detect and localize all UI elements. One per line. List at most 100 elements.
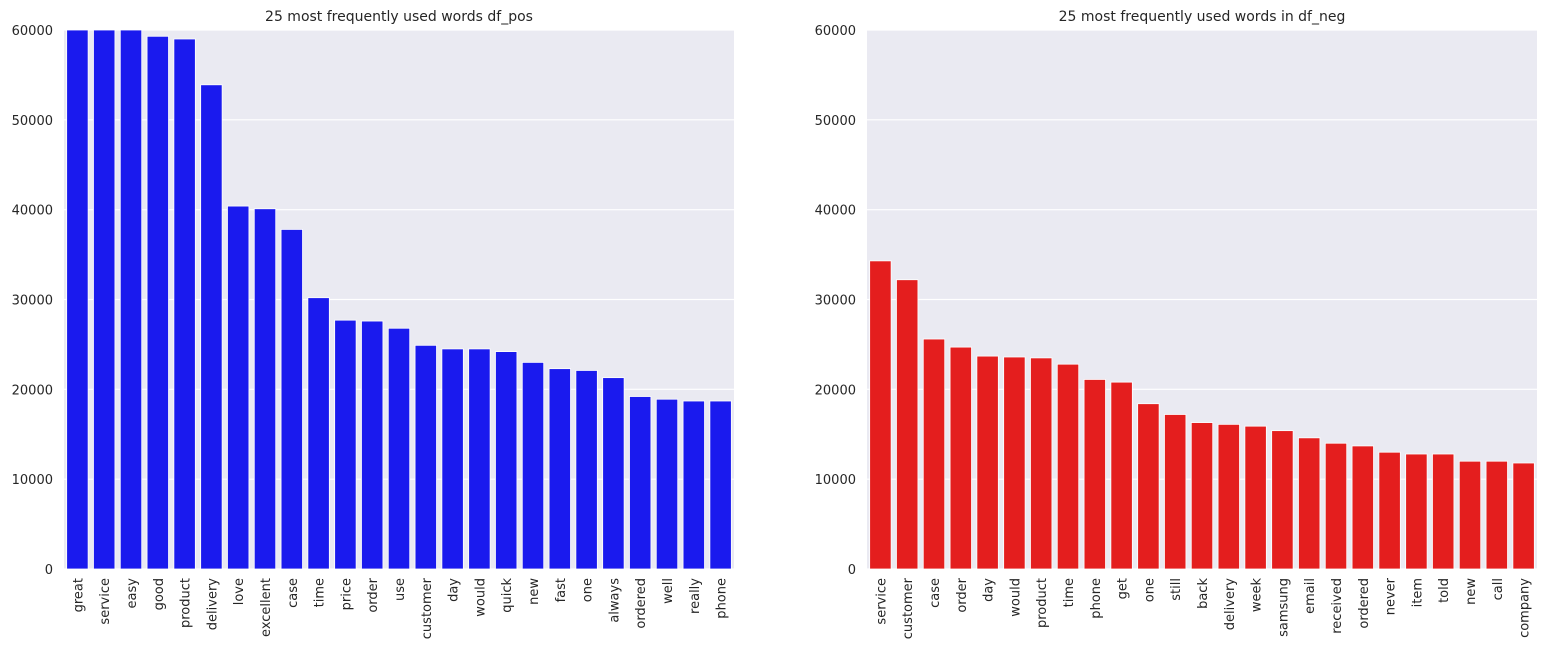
bar-day bbox=[441, 348, 464, 570]
y-tick-label: 30000 bbox=[12, 294, 53, 309]
bar-one bbox=[575, 370, 598, 570]
y-tick-label: 10000 bbox=[12, 473, 53, 488]
x-tick-label: call bbox=[1491, 578, 1506, 600]
bar-quick bbox=[495, 351, 518, 570]
bar-time bbox=[307, 297, 330, 570]
x-tick-label: fast bbox=[554, 578, 569, 602]
x-tick-label: great bbox=[71, 578, 86, 612]
x-tick-label: customer bbox=[420, 577, 435, 639]
x-tick-label: really bbox=[688, 578, 703, 614]
bar-new bbox=[521, 361, 545, 570]
x-tick-label: quick bbox=[500, 578, 515, 613]
bar-customer bbox=[896, 279, 919, 570]
bar-received bbox=[1324, 442, 1348, 570]
x-tick-label: order bbox=[955, 577, 970, 612]
bar-back bbox=[1190, 422, 1214, 570]
x-tick-label: order bbox=[366, 577, 381, 612]
x-tick-label: item bbox=[1410, 578, 1425, 607]
bar-order bbox=[949, 346, 972, 570]
bar-never bbox=[1378, 451, 1401, 570]
bar-delivery bbox=[200, 84, 223, 570]
x-tick-label: product bbox=[179, 578, 194, 628]
x-tick-label: day bbox=[447, 578, 462, 602]
bar-price bbox=[334, 319, 357, 570]
x-tick-label: phone bbox=[715, 578, 730, 619]
bar-day bbox=[976, 355, 999, 570]
y-tick-label: 20000 bbox=[815, 383, 856, 398]
bar-delivery bbox=[1217, 423, 1240, 570]
x-tick-label: one bbox=[1142, 578, 1157, 602]
x-tick-label: well bbox=[661, 578, 676, 604]
bar-service bbox=[869, 260, 892, 570]
x-tick-label: one bbox=[581, 578, 596, 602]
chart-title: 25 most frequently used words in df_neg bbox=[1059, 9, 1346, 25]
bar-ordered bbox=[629, 396, 652, 570]
bar-excellent bbox=[253, 208, 277, 570]
x-tick-label: phone bbox=[1089, 578, 1104, 619]
x-tick-label: ordered bbox=[634, 578, 649, 629]
bar-customer bbox=[414, 344, 437, 570]
bar-service bbox=[93, 29, 116, 570]
x-tick-label: day bbox=[982, 578, 997, 602]
y-tick-label: 40000 bbox=[815, 204, 856, 219]
chart-positive-words: 0 10000 20000 30000 40000 50000 60000 great serv… bbox=[12, 9, 734, 639]
bar-get bbox=[1110, 381, 1133, 570]
x-tick-label: use bbox=[393, 578, 408, 601]
x-tick-label: excellent bbox=[259, 578, 274, 637]
x-tick-label: service bbox=[874, 578, 889, 625]
bar-case bbox=[280, 229, 303, 570]
bar-company bbox=[1512, 462, 1535, 570]
x-tick-label: received bbox=[1330, 578, 1345, 634]
y-tick-label: 20000 bbox=[12, 383, 53, 398]
y-tick-label: 10000 bbox=[815, 473, 856, 488]
x-tick-label: delivery bbox=[1223, 578, 1238, 631]
bar-new bbox=[1458, 460, 1482, 570]
bar-product bbox=[173, 38, 196, 570]
y-tick-label: 60000 bbox=[12, 24, 53, 39]
x-tick-label: time bbox=[313, 578, 328, 607]
bar-good bbox=[146, 35, 169, 570]
x-tick-label: samsung bbox=[1276, 578, 1291, 637]
x-tick-label: company bbox=[1518, 578, 1533, 638]
x-tick-label: new bbox=[527, 578, 542, 605]
bar-would bbox=[1003, 356, 1026, 570]
x-tick-label: always bbox=[607, 578, 622, 623]
y-tick-label: 30000 bbox=[815, 294, 856, 309]
bar-love bbox=[227, 205, 250, 570]
bar-phone bbox=[709, 400, 732, 570]
x-tick-label: easy bbox=[125, 578, 140, 609]
x-tick-label: would bbox=[473, 578, 488, 617]
bar-really bbox=[682, 400, 705, 570]
bar-always bbox=[602, 377, 625, 570]
x-tick-label: product bbox=[1035, 578, 1050, 628]
x-tick-label: case bbox=[928, 578, 943, 608]
x-tick-label: good bbox=[152, 578, 167, 610]
chart-title: 25 most frequently used words df_pos bbox=[265, 9, 533, 25]
y-tick-label: 50000 bbox=[815, 114, 856, 129]
bar-fast bbox=[548, 368, 571, 570]
bar-ordered bbox=[1351, 445, 1374, 570]
bar-item bbox=[1405, 453, 1428, 570]
bar-well bbox=[655, 398, 679, 570]
bar-easy bbox=[119, 29, 143, 570]
bar-one bbox=[1137, 403, 1160, 570]
x-tick-label: case bbox=[286, 578, 301, 608]
y-tick-label: 50000 bbox=[12, 114, 53, 129]
x-tick-label: new bbox=[1464, 578, 1479, 605]
x-tick-label: price bbox=[339, 578, 354, 610]
x-tick-label: would bbox=[1008, 578, 1023, 617]
bar-email bbox=[1298, 437, 1321, 570]
x-tick-label: ordered bbox=[1357, 578, 1372, 629]
x-tick-label: customer bbox=[901, 577, 916, 639]
x-tick-label: still bbox=[1169, 578, 1184, 601]
x-tick-label: delivery bbox=[205, 578, 220, 631]
bar-told bbox=[1432, 453, 1455, 570]
x-tick-label: get bbox=[1116, 578, 1131, 599]
x-tick-label: email bbox=[1303, 578, 1318, 614]
bar-week bbox=[1244, 425, 1267, 570]
bar-product bbox=[1030, 357, 1053, 570]
y-tick-label: 60000 bbox=[815, 24, 856, 39]
y-tick-label: 40000 bbox=[12, 204, 53, 219]
x-tick-label: service bbox=[98, 578, 113, 625]
